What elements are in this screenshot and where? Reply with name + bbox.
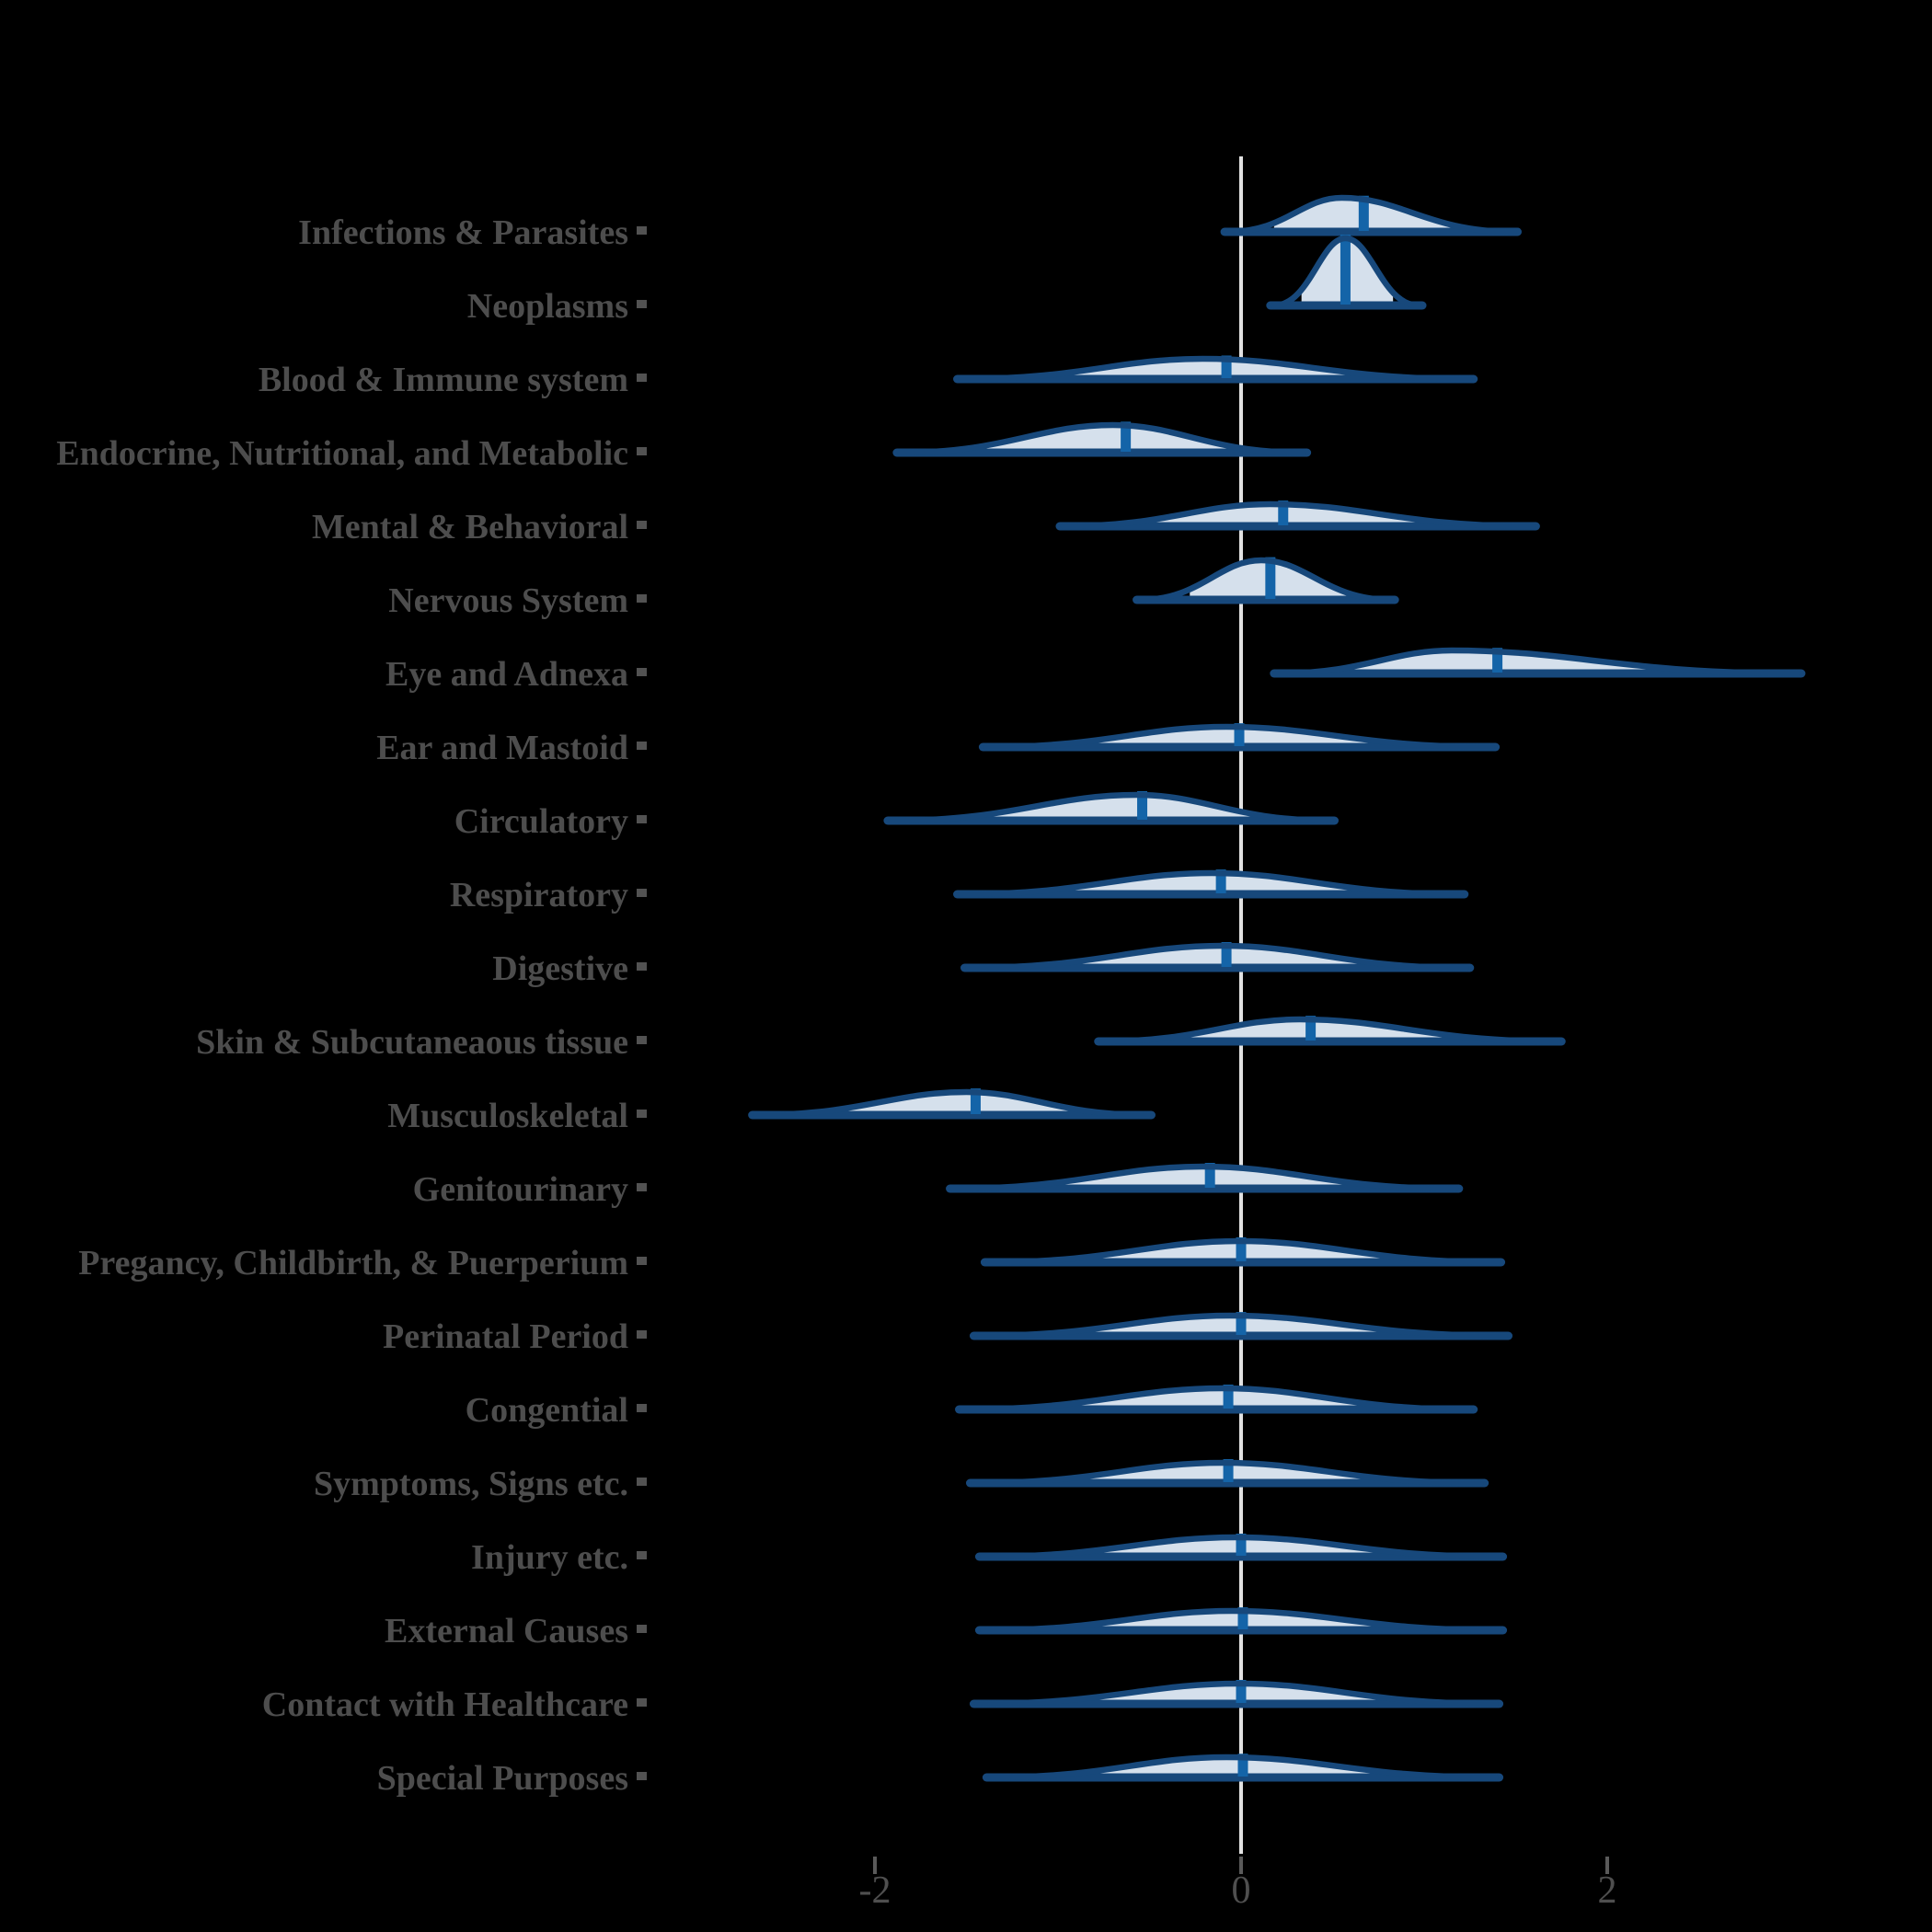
density-outline	[1271, 235, 1422, 309]
category-label-eye-and-adnexa: Eye and Adnexa	[385, 655, 628, 694]
interval-fill	[838, 1092, 1095, 1115]
density-outline	[753, 1088, 1151, 1119]
violin-row-genitourinary: Genitourinary	[413, 1163, 1464, 1209]
density-outline	[974, 1312, 1508, 1340]
y-tick-marker	[637, 668, 647, 676]
density-outline	[1137, 557, 1395, 604]
violin-row-endocrine-nutritional-and-metabolic: Endocrine, Nutritional, and Metabolic	[56, 421, 1312, 473]
category-label-blood-immune-system: Blood & Immune system	[259, 361, 628, 399]
category-label-musculoskeletal: Musculoskeletal	[387, 1097, 628, 1135]
category-label-symptoms-signs-etc: Symptoms, Signs etc.	[314, 1465, 628, 1503]
y-tick-marker	[637, 1183, 647, 1191]
violin-row-symptoms-signs-etc: Symptoms, Signs etc.	[314, 1459, 1489, 1503]
violin-row-digestive: Digestive	[492, 942, 1475, 988]
density-outline	[1060, 500, 1535, 530]
y-tick-marker	[637, 1625, 647, 1633]
violin-row-mental-behavioral: Mental & Behavioral	[312, 500, 1540, 546]
density-outline	[980, 1607, 1502, 1634]
y-tick-marker	[637, 594, 647, 603]
category-label-respiratory: Respiratory	[450, 876, 628, 914]
violin-row-congential: Congential	[466, 1385, 1478, 1430]
category-label-mental-behavioral: Mental & Behavioral	[312, 508, 628, 546]
category-label-ear-and-mastoid: Ear and Mastoid	[376, 729, 628, 767]
density-outline	[980, 1534, 1502, 1560]
category-label-endocrine-nutritional-and-metabolic: Endocrine, Nutritional, and Metabolic	[56, 434, 628, 473]
x-tick-0: 0	[1232, 1857, 1251, 1912]
y-tick-marker	[637, 1330, 647, 1339]
category-label-nervous-system: Nervous System	[388, 581, 628, 620]
y-tick-marker	[637, 1110, 647, 1118]
category-label-external-causes: External Causes	[385, 1612, 628, 1650]
density-outline	[985, 1237, 1501, 1266]
y-tick-marker	[637, 1036, 647, 1044]
violin-row-eye-and-adnexa: Eye and Adnexa	[385, 647, 1806, 694]
density-outline	[950, 1163, 1459, 1192]
x-tick-label: -2	[859, 1869, 891, 1912]
category-label-special-purposes: Special Purposes	[377, 1759, 628, 1798]
y-tick-marker	[637, 226, 647, 235]
category-label-neoplasms: Neoplasms	[467, 287, 628, 326]
x-tick-label: 2	[1598, 1869, 1617, 1912]
category-label-pregancy-childbirth-puerperium: Pregancy, Childbirth, & Puerperium	[78, 1244, 628, 1282]
category-label-injury-etc: Injury etc.	[471, 1538, 628, 1577]
density-outline	[987, 1754, 1499, 1781]
violin-row-circulatory: Circulatory	[454, 791, 1340, 841]
y-tick-marker	[637, 815, 647, 823]
interval-fill	[1347, 650, 1692, 673]
y-tick-marker	[637, 1698, 647, 1707]
x-tick-neg2: -2	[859, 1857, 891, 1912]
y-tick-marker	[637, 1478, 647, 1486]
density-outline	[965, 942, 1470, 972]
violin-row-neoplasms: Neoplasms	[467, 235, 1427, 326]
y-tick-marker	[637, 447, 647, 455]
density-outline	[1225, 194, 1517, 236]
y-tick-marker	[637, 1404, 647, 1412]
category-label-infections-parasites: Infections & Parasites	[298, 213, 628, 252]
density-outline	[1274, 647, 1801, 677]
violin-row-external-causes: External Causes	[385, 1607, 1508, 1650]
density-outline	[958, 869, 1465, 898]
violin-row-contact-with-healthcare: Contact with Healthcare	[262, 1680, 1504, 1724]
category-label-digestive: Digestive	[492, 949, 628, 988]
y-tick-marker	[637, 300, 647, 308]
density-outline	[958, 355, 1473, 383]
violin-row-blood-immune-system: Blood & Immune system	[259, 355, 1478, 399]
violin-row-special-purposes: Special Purposes	[377, 1754, 1504, 1798]
category-label-contact-with-healthcare: Contact with Healthcare	[262, 1685, 628, 1724]
y-tick-marker	[637, 374, 647, 382]
density-outline	[983, 723, 1495, 751]
violin-row-perinatal-period: Perinatal Period	[383, 1312, 1513, 1356]
density-outline	[888, 791, 1334, 824]
violin-row-skin-subcutaneaous-tissue: Skin & Subcutaneaous tissue	[196, 1016, 1566, 1062]
y-tick-marker	[637, 742, 647, 750]
violin-row-ear-and-mastoid: Ear and Mastoid	[376, 723, 1501, 767]
category-label-perinatal-period: Perinatal Period	[383, 1317, 628, 1356]
violin-row-respiratory: Respiratory	[450, 869, 1469, 914]
violin-row-nervous-system: Nervous System	[388, 557, 1399, 620]
violin-row-injury-etc: Injury etc.	[471, 1534, 1508, 1577]
density-outline	[960, 1385, 1473, 1413]
density-outline	[1098, 1016, 1561, 1045]
y-tick-marker	[637, 521, 647, 529]
density-outline	[971, 1459, 1484, 1487]
density-outline	[974, 1680, 1499, 1708]
violin-row-infections-parasites: Infections & Parasites	[298, 194, 1523, 252]
x-tick-2: 2	[1598, 1857, 1617, 1912]
interval-fill	[986, 795, 1269, 821]
density-outline	[897, 421, 1306, 456]
category-label-congential: Congential	[466, 1391, 628, 1430]
category-label-genitourinary: Genitourinary	[413, 1170, 628, 1209]
y-tick-marker	[637, 889, 647, 897]
category-label-circulatory: Circulatory	[454, 802, 628, 841]
category-label-skin-subcutaneaous-tissue: Skin & Subcutaneaous tissue	[196, 1023, 628, 1062]
violin-row-pregancy-childbirth-puerperium: Pregancy, Childbirth, & Puerperium	[78, 1237, 1506, 1282]
x-tick-label: 0	[1232, 1869, 1251, 1912]
y-tick-marker	[637, 962, 647, 971]
y-tick-marker	[637, 1257, 647, 1265]
y-tick-marker	[637, 1551, 647, 1559]
violin-row-musculoskeletal: Musculoskeletal	[387, 1088, 1156, 1135]
y-tick-marker	[637, 1772, 647, 1780]
